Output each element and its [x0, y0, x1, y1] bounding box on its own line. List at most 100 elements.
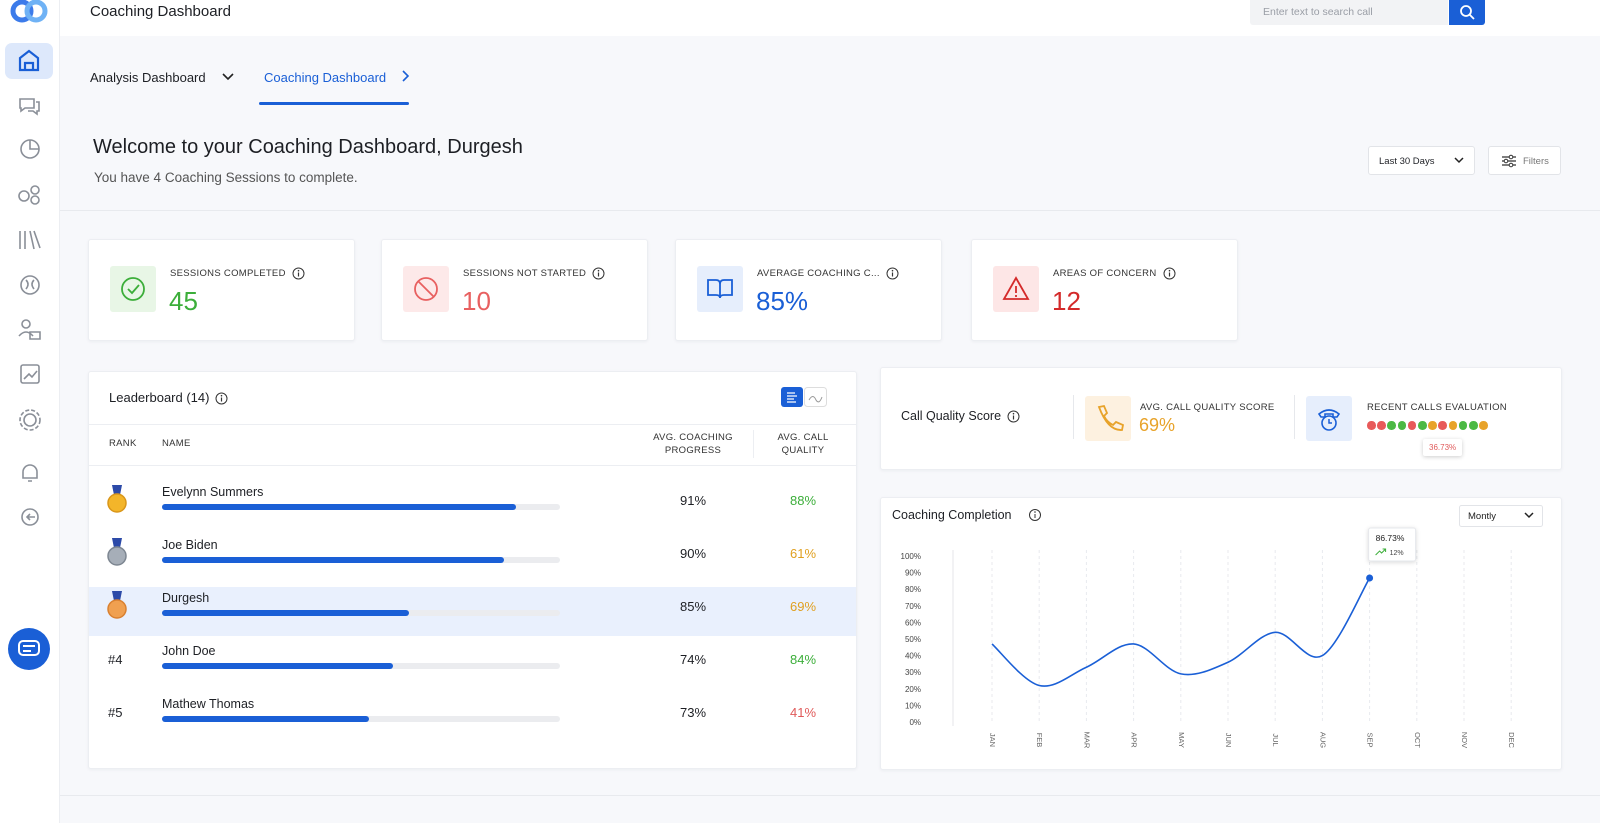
date-label: Last 30 Days	[1379, 156, 1435, 167]
column-header: AVG. CALL QUALITY	[777, 432, 829, 456]
sidebar-icons	[5, 0, 53, 670]
medal-disc	[107, 493, 127, 513]
info-dot	[1168, 269, 1170, 272]
info-ring	[886, 267, 899, 280]
stat-heading: SESSIONS NOT STARTED	[463, 267, 605, 280]
icon-shape	[121, 277, 145, 301]
x-tick-label: NOV	[1460, 732, 1469, 748]
column-header: RANK	[109, 438, 137, 449]
y-tick-label: 70%	[905, 602, 921, 611]
stat-label: SESSIONS COMPLETED	[170, 268, 286, 279]
view-toggle[interactable]	[781, 387, 827, 407]
x-tick-label: JUN	[1224, 733, 1233, 748]
stat-label: SESSIONS NOT STARTED	[463, 268, 587, 279]
recent-icon	[1306, 396, 1352, 441]
progress-value: 73%	[679, 705, 707, 720]
medal-disc	[107, 546, 127, 566]
evaluation-dot	[1458, 421, 1468, 430]
chart-title: Coaching Completion	[892, 508, 1012, 522]
medal-ribbon	[112, 538, 122, 548]
row-name: Mathew Thomas	[162, 697, 255, 711]
icon-shape	[707, 279, 733, 299]
tooltip-value: 86.73%	[1376, 533, 1405, 543]
highlight-point	[1366, 574, 1374, 582]
info-dot	[597, 269, 600, 272]
avg-quality-value: 69%	[1139, 415, 1176, 435]
y-tick-label: 60%	[905, 618, 921, 627]
medal-icon	[107, 485, 127, 513]
progress-bar	[162, 610, 409, 616]
tab-active[interactable]: Coaching Dashboard	[264, 70, 412, 85]
call-quality-heading: Call Quality Score	[901, 409, 1020, 423]
evaluation-dot	[1377, 421, 1386, 430]
x-tick-label: JAN	[988, 733, 997, 747]
icon-shape	[1002, 276, 1030, 300]
info-icon	[886, 267, 899, 280]
y-tick-label: 20%	[905, 685, 921, 694]
x-tick-label: OCT	[1413, 732, 1422, 748]
welcome-subtitle: You have 4 Coaching Sessions to complete…	[94, 170, 358, 185]
evaluation-dot	[1387, 421, 1396, 430]
row-name: Durgesh	[162, 591, 210, 605]
evaluation-dot	[1469, 421, 1478, 430]
divider	[89, 465, 856, 466]
row-name: John Doe	[162, 644, 216, 658]
info-dot	[891, 269, 894, 272]
welcome-title: Welcome to your Coaching Dashboard, Durg…	[93, 136, 523, 158]
evaluation-dot	[1367, 421, 1376, 430]
progress-bar	[162, 557, 505, 563]
stat-value: 45	[169, 286, 198, 316]
search-button[interactable]	[1449, 0, 1485, 25]
evaluation-dot	[1397, 421, 1407, 430]
row-name: Evelynn Summers	[162, 485, 264, 499]
tooltip-box	[1368, 527, 1417, 562]
divider	[1294, 395, 1295, 439]
search-placeholder: Enter text to search call	[1263, 6, 1373, 18]
line-series	[991, 577, 1371, 687]
sidebar	[0, 0, 60, 823]
call-quality-card: Call Quality Score AVG. CALL QUALITY SCO…	[880, 367, 1562, 470]
stat-card: AVERAGE COACHING C... 85%	[675, 239, 942, 341]
info-ring	[292, 267, 305, 280]
x-tick-label: SEP	[1366, 732, 1375, 747]
quality-value: 41%	[789, 705, 817, 720]
date-dropdown[interactable]: Last 30 Days	[1368, 146, 1475, 175]
recent-label: RECENT CALLS EVALUATION	[1367, 402, 1507, 413]
progress-bar	[162, 663, 393, 669]
info-icon	[592, 267, 605, 280]
divider	[753, 430, 754, 458]
tab-label: Analysis Dashboard	[90, 70, 206, 85]
stat-label: AREAS OF CONCERN	[1053, 268, 1157, 279]
progress-value: 91%	[679, 493, 707, 508]
header-title: Coaching Dashboard	[90, 3, 231, 20]
quality-value: 88%	[789, 493, 817, 508]
column-header: AVG. COACHING PROGRESS	[653, 432, 733, 456]
phone-icon	[1085, 396, 1131, 441]
tab[interactable]: Analysis Dashboard	[90, 70, 235, 85]
search-input[interactable]: Enter text to search call	[1250, 0, 1448, 25]
leaderboard-card: Leaderboard (14) RANK NAME AVG. COACHING…	[88, 371, 857, 769]
divider	[60, 795, 1600, 796]
x-tick-label: FEB	[1035, 733, 1044, 748]
stat-value: 12	[1052, 286, 1081, 316]
column-header: NAME	[162, 438, 191, 449]
stat-heading: SESSIONS COMPLETED	[170, 267, 305, 280]
x-tick-label: JUL	[1271, 733, 1280, 746]
info-ring	[1163, 267, 1176, 280]
y-tick-label: 100%	[901, 552, 921, 561]
period-dropdown[interactable]	[1459, 505, 1543, 527]
divider	[1073, 395, 1074, 439]
info-icon	[292, 267, 305, 280]
leaderboard-title: Leaderboard (14)	[109, 390, 210, 405]
avg-quality-label: AVG. CALL QUALITY SCORE	[1140, 402, 1275, 413]
icon-shape	[127, 284, 140, 295]
stat-card: AREAS OF CONCERN 12	[971, 239, 1238, 341]
medal-ribbon	[112, 485, 122, 495]
completion-card	[880, 497, 1562, 770]
progress-value: 90%	[679, 546, 707, 561]
trend-arrow	[1375, 548, 1387, 556]
icon-shape	[414, 277, 438, 301]
y-tick-label: 50%	[905, 635, 921, 644]
filters-button[interactable]: Filters	[1488, 146, 1561, 175]
tab-label: Coaching Dashboard	[264, 70, 387, 85]
